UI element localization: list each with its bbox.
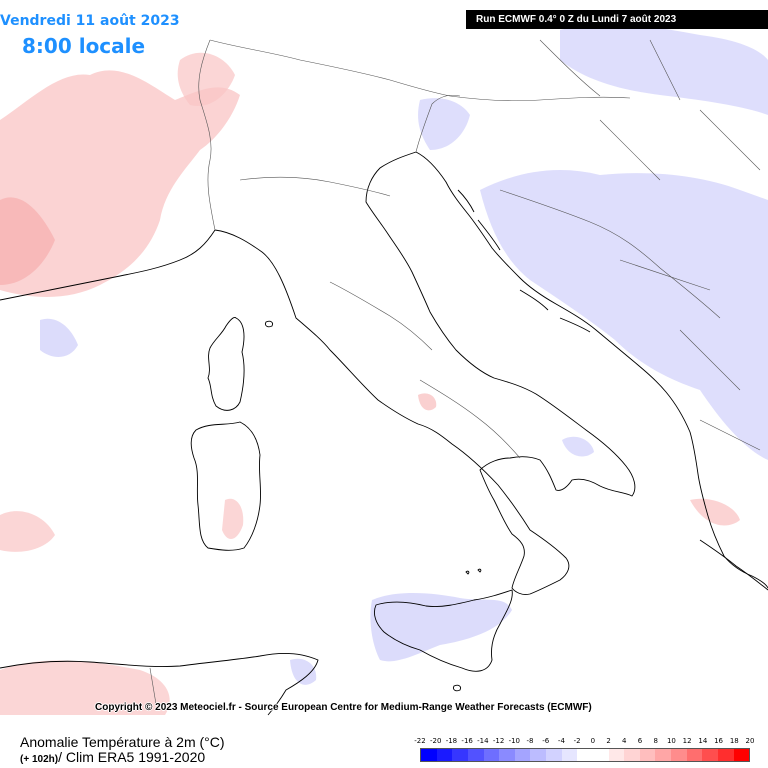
- aeolian-islands: [465, 568, 482, 575]
- italy-regions-center: [329, 281, 433, 351]
- scale-label: 6: [637, 737, 643, 745]
- scale-swatch: [452, 749, 468, 761]
- scale-swatch: [671, 749, 687, 761]
- scale-label: 2: [606, 737, 611, 745]
- scale-swatch: [530, 749, 546, 761]
- scale-swatch: [655, 749, 671, 761]
- scale-label: -16: [461, 737, 473, 745]
- cold-anomaly-area-north: [560, 24, 768, 116]
- scale-label: -2: [573, 737, 581, 745]
- austria-border: [389, 79, 631, 102]
- scale-label: 10: [666, 737, 676, 745]
- france-coastline: [0, 229, 216, 301]
- scale-swatch: [733, 749, 750, 761]
- scale-label: 4: [622, 737, 627, 745]
- scale-swatch: [514, 749, 531, 761]
- warm-anomaly-area-west-core: [0, 197, 55, 285]
- warm-anomaly-area-greece: [690, 498, 740, 526]
- warm-anomaly-area-africa: [0, 660, 170, 715]
- scale-label: -8: [526, 737, 534, 745]
- scale-swatch: [608, 749, 625, 761]
- croatia-bosnia-border: [499, 189, 721, 319]
- scale-label: 8: [653, 737, 658, 745]
- scale-label: -12: [492, 737, 505, 745]
- scale-label: -4: [557, 737, 565, 745]
- scale-swatch: [686, 749, 703, 761]
- islands: [265, 189, 591, 692]
- malta-island: [453, 684, 461, 692]
- scale-swatch: [546, 749, 562, 761]
- warm-anomaly-area-balearic: [0, 511, 55, 552]
- scale-label: 18: [729, 737, 739, 745]
- warm-anomaly-area-alps: [177, 52, 235, 106]
- warm-anomaly-area-lazio: [418, 393, 437, 411]
- elba-island: [265, 320, 273, 328]
- adriatic-east-coastline: [415, 151, 768, 589]
- scale-swatch: [702, 749, 718, 761]
- cold-anomaly-area-africa: [290, 658, 317, 685]
- scale-label: -22: [414, 737, 426, 745]
- sardinia-coastline: [190, 421, 262, 551]
- map-subtitle: (+ 102h)/ Clim ERA5 1991-2020: [20, 749, 205, 767]
- scale-swatch: [421, 749, 437, 761]
- scale-swatch: [624, 749, 640, 761]
- scale-label: -10: [508, 737, 520, 745]
- scale-label: -6: [542, 737, 550, 745]
- map-title: Anomalie Température à 2m (°C): [20, 734, 225, 750]
- scale-label: 16: [714, 737, 724, 745]
- sicily-coastline: [373, 589, 513, 672]
- tunisia-coastline: [0, 652, 319, 716]
- scale-swatch: [436, 749, 453, 761]
- scale-swatch: [717, 749, 734, 761]
- scale-swatch: [592, 749, 609, 761]
- scale-swatch: [577, 749, 593, 761]
- scale-label: 12: [682, 737, 692, 745]
- legend-panel: Anomalie Température à 2m (°C) (+ 102h)/…: [0, 727, 768, 768]
- admin-borders: [149, 39, 761, 705]
- north-borders: [539, 39, 761, 171]
- warm-anomaly-area-west: [0, 70, 240, 297]
- color-scale-labels: -22 -20 -18 -16 -14 -12 -10 -8 -6 -4 -2 0 2 4 6 8 10 12 14…: [414, 737, 754, 747]
- forecast-local-time: 8:00 locale: [22, 34, 146, 58]
- warm-anomaly-area-sardinia: [222, 498, 244, 540]
- scale-label: -18: [445, 737, 458, 745]
- cold-anomaly-area-westsea: [40, 318, 78, 357]
- scale-swatch: [483, 749, 500, 761]
- italy-regions-south: [419, 379, 521, 459]
- slovenia-border: [415, 94, 461, 153]
- italy-regions-north: [239, 176, 391, 197]
- cold-anomaly-area-slovenia: [418, 98, 470, 150]
- lead-time: (+ 102h): [20, 754, 59, 765]
- balkan-borders: [599, 119, 761, 451]
- scale-label: 0: [590, 737, 596, 745]
- cold-anomaly-area-balkans: [480, 170, 768, 460]
- anomaly-shading: [0, 24, 768, 715]
- color-scale-bar: [420, 748, 750, 762]
- france-italy-border: [198, 39, 216, 231]
- algeria-tunisia-border: [149, 667, 157, 705]
- scale-swatch: [467, 749, 484, 761]
- model-run-banner: Run ECMWF 0.4° 0 Z du Lundi 7 août 2023: [466, 10, 768, 29]
- coastlines: [0, 151, 768, 716]
- cold-anomaly-area-puglia: [562, 436, 594, 457]
- scale-label: -20: [429, 737, 442, 745]
- scale-label: 14: [698, 737, 708, 745]
- italy-peninsula-coastline: [214, 151, 636, 595]
- corsica-coastline: [207, 317, 245, 411]
- scale-label: 20: [745, 737, 755, 745]
- scale-label: -14: [477, 737, 489, 745]
- dalmatian-islands: [457, 189, 591, 333]
- copyright-notice: Copyright © 2023 Meteociel.fr - Source E…: [95, 702, 592, 713]
- switzerland-border: [209, 39, 391, 81]
- scale-swatch: [639, 749, 656, 761]
- forecast-date: Vendredi 11 août 2023: [0, 13, 180, 29]
- scale-swatch: [499, 749, 515, 761]
- greece-coastline: [699, 539, 768, 591]
- cold-anomaly-area-sicily: [370, 593, 512, 662]
- climatology-reference: / Clim ERA5 1991-2020: [58, 749, 206, 765]
- scale-swatch: [561, 749, 578, 761]
